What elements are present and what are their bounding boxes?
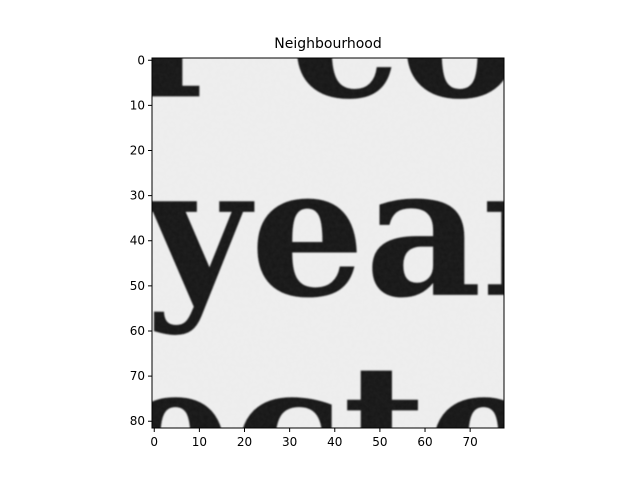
y-tick-label: 60 bbox=[130, 324, 145, 338]
axes-frame bbox=[151, 57, 505, 429]
image-grain bbox=[152, 58, 504, 428]
y-tick-label: 70 bbox=[130, 369, 145, 383]
y-tick-label: 40 bbox=[130, 234, 145, 248]
x-tick-label: 60 bbox=[417, 435, 432, 449]
y-tick-label: 30 bbox=[130, 189, 145, 203]
image-area: r comyear,ected bbox=[152, 58, 504, 428]
x-tick-label: 50 bbox=[372, 435, 387, 449]
x-tick-label: 0 bbox=[150, 435, 158, 449]
x-tick-label: 40 bbox=[327, 435, 342, 449]
x-tick-label: 70 bbox=[463, 435, 478, 449]
y-tick-label: 0 bbox=[137, 53, 145, 67]
y-tick-label: 10 bbox=[130, 98, 145, 112]
x-tick-label: 20 bbox=[237, 435, 252, 449]
x-axis: 0 10 20 30 40 50 60 70 bbox=[150, 428, 478, 449]
y-tick-label: 80 bbox=[130, 414, 145, 428]
x-tick-label: 30 bbox=[282, 435, 297, 449]
y-tick-label: 20 bbox=[130, 144, 145, 158]
y-tick-label: 50 bbox=[130, 279, 145, 293]
chart-title: Neighbourhood bbox=[274, 36, 381, 52]
y-axis: 0 10 20 30 40 50 60 70 80 bbox=[130, 53, 152, 428]
x-tick-label: 10 bbox=[192, 435, 207, 449]
